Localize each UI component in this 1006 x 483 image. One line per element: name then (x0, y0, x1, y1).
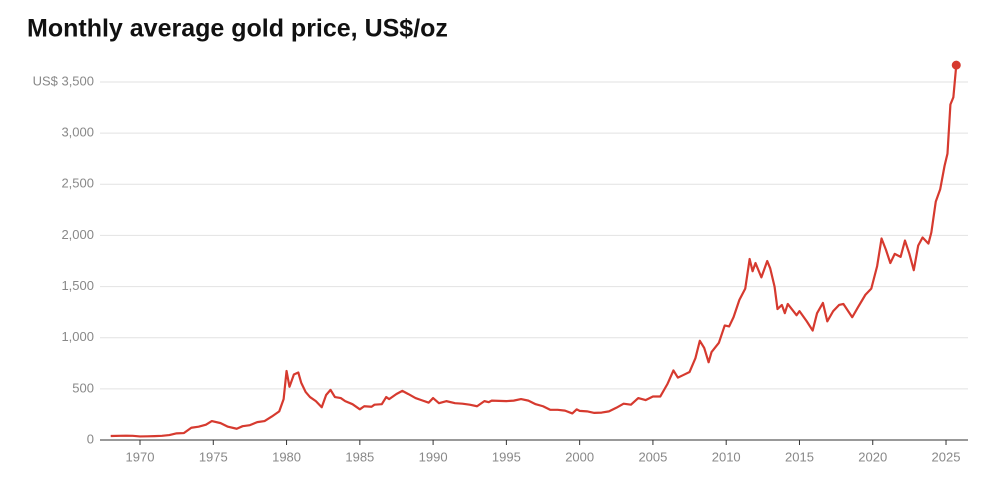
x-tick-label: 2005 (638, 449, 667, 464)
x-tick-label: 1995 (492, 449, 521, 464)
x-tick-label: 1970 (126, 449, 155, 464)
y-tick-label: 0 (87, 431, 94, 446)
x-tick-label: 1975 (199, 449, 228, 464)
x-tick-label: 2020 (858, 449, 887, 464)
y-tick-label: 2,500 (61, 176, 94, 191)
y-tick-label: 2,000 (61, 227, 94, 242)
x-tick-label: 2015 (785, 449, 814, 464)
x-tick-label: 2000 (565, 449, 594, 464)
x-tick-label: 1980 (272, 449, 301, 464)
y-tick-label: 3,000 (61, 125, 94, 140)
end-point (951, 60, 961, 70)
x-tick-label: 2025 (932, 449, 961, 464)
x-tick-label: 1990 (419, 449, 448, 464)
x-tick-label: 2010 (712, 449, 741, 464)
y-tick-label: 500 (72, 380, 94, 395)
price-line (110, 65, 958, 438)
x-tick-label: 1985 (345, 449, 374, 464)
chart-title: Monthly average gold price, US$/oz (27, 15, 448, 43)
y-tick-label: 1,000 (61, 329, 94, 344)
y-tick-label: US$ 3,500 (33, 73, 94, 88)
y-tick-label: 1,500 (61, 278, 94, 293)
